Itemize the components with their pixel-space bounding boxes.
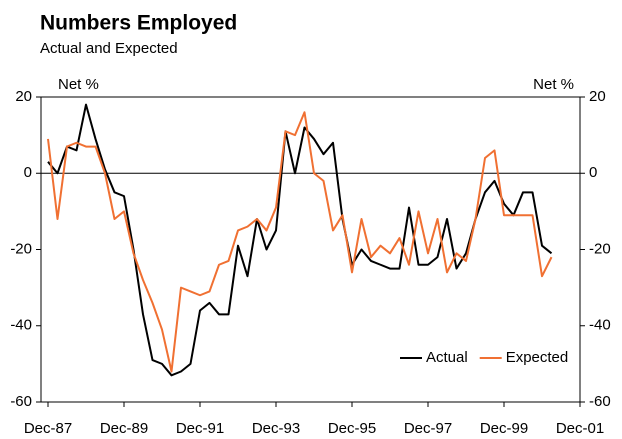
y-axis-label: Net % <box>58 76 99 93</box>
y2-axis-label: Net % <box>533 76 574 93</box>
y2-tick-label: -40 <box>589 317 611 334</box>
series-line <box>47 111 553 373</box>
x-tick-label: Dec-95 <box>328 420 376 437</box>
y-tick-label: -20 <box>10 240 32 257</box>
y2-tick-label: -20 <box>589 240 611 257</box>
x-tick-label: Dec-91 <box>176 420 224 437</box>
chart-title: Numbers Employed <box>40 12 237 35</box>
chart-subtitle: Actual and Expected <box>40 40 178 57</box>
y2-tick-label: -60 <box>589 393 611 410</box>
y2-tick-label: 20 <box>589 88 606 105</box>
y-tick-label: -60 <box>10 393 32 410</box>
y2-tick-label: 0 <box>589 164 597 181</box>
y-tick-label: -40 <box>10 317 32 334</box>
x-tick-label: Dec-89 <box>100 420 148 437</box>
legend-label: Actual <box>426 349 468 366</box>
x-tick-label: Dec-87 <box>24 420 72 437</box>
x-tick-label: Dec-01 <box>556 420 604 437</box>
x-tick-label: Dec-97 <box>404 420 452 437</box>
x-tick-label: Dec-93 <box>252 420 300 437</box>
series-line <box>47 103 553 377</box>
x-tick-label: Dec-99 <box>480 420 528 437</box>
y-tick-label: 20 <box>15 88 32 105</box>
plot-frame <box>40 96 581 403</box>
legend-label: Expected <box>506 349 569 366</box>
y-tick-label: 0 <box>24 164 32 181</box>
